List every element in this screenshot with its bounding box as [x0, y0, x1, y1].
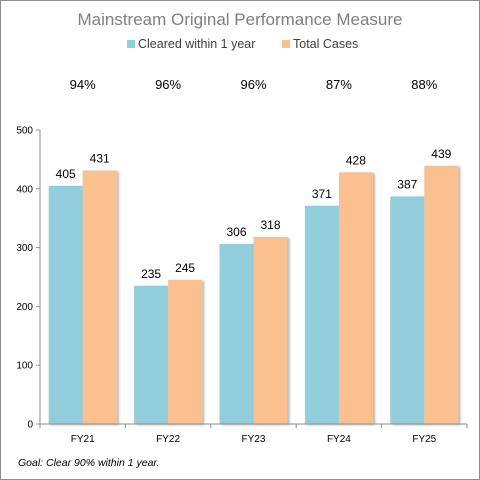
y-tick-label: 400: [16, 184, 33, 195]
y-tick-label: 200: [16, 302, 33, 313]
bar-total-fy23: [253, 237, 288, 424]
value-label-cleared-fy23: 306: [226, 225, 246, 239]
value-label-cleared-fy24: 371: [312, 187, 332, 201]
legend-swatch-total: [282, 40, 290, 48]
percentage-label-fy22: 96%: [155, 77, 181, 92]
value-label-total-fy21: 431: [90, 152, 110, 166]
bar-cleared-fy25: [390, 196, 425, 424]
percentage-label-fy23: 96%: [240, 77, 266, 92]
category-label-fy21: FY21: [71, 434, 95, 445]
bars: [48, 165, 459, 425]
y-tick-label: 0: [27, 420, 33, 431]
bar-total-fy25: [424, 165, 459, 425]
percentage-labels: 94% 96% 96% 87% 88%: [70, 77, 438, 92]
value-label-total-fy22: 245: [175, 261, 195, 275]
value-label-total-fy23: 318: [260, 218, 280, 232]
chart-title: Mainstream Original Performance Measure: [77, 10, 402, 29]
value-label-cleared-fy21: 405: [56, 167, 76, 181]
value-labels: 405 431 235 245 306 318 371 428 387 439: [56, 147, 452, 281]
legend: Cleared within 1 year Total Cases: [127, 37, 358, 51]
bar-cleared-fy21: [48, 185, 83, 424]
percentage-label-fy24: 87%: [326, 77, 352, 92]
goal-note: Goal: Clear 90% within 1 year.: [18, 457, 159, 469]
bar-cleared-fy24: [304, 205, 339, 424]
bar-total-fy22: [168, 279, 203, 424]
y-tick-label: 100: [16, 361, 33, 372]
bar-cleared-fy23: [219, 244, 254, 424]
y-axis: 0 100 200 300 400 500: [16, 126, 41, 431]
category-label-fy23: FY23: [242, 434, 266, 445]
category-label-fy22: FY22: [156, 434, 180, 445]
legend-swatch-cleared: [127, 40, 135, 48]
percentage-label-fy25: 88%: [411, 77, 437, 92]
bar-cleared-fy22: [134, 285, 169, 424]
category-label-fy24: FY24: [327, 434, 351, 445]
bar-total-fy24: [338, 172, 373, 424]
value-label-cleared-fy25: 387: [397, 177, 417, 191]
value-label-total-fy24: 428: [346, 153, 366, 167]
legend-label-total: Total Cases: [293, 37, 358, 51]
value-label-cleared-fy22: 235: [141, 267, 161, 281]
percentage-label-fy21: 94%: [70, 77, 96, 92]
y-tick-label: 300: [16, 243, 33, 254]
x-axis: FY21 FY22 FY23 FY24 FY25: [39, 423, 468, 445]
legend-label-cleared: Cleared within 1 year: [138, 37, 255, 51]
category-label-fy25: FY25: [412, 434, 436, 445]
y-tick-label: 500: [16, 126, 33, 137]
value-label-total-fy25: 439: [431, 147, 451, 161]
bar-total-fy21: [82, 170, 117, 424]
